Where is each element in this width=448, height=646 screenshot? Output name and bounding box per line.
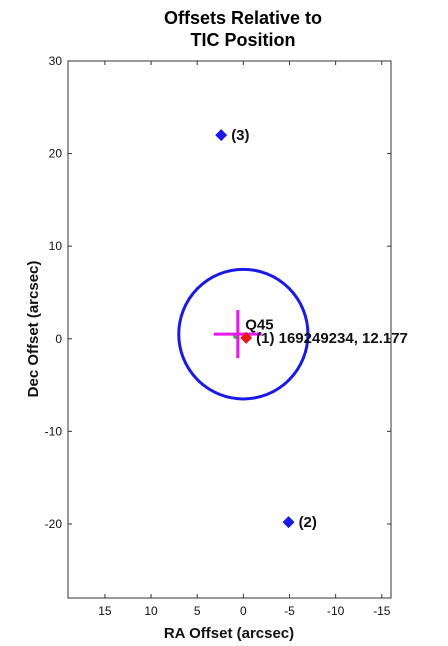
y-tick-label: -20 [45, 517, 63, 531]
x-axis-ticks: 15 10 5 0 -5 -10 -15 [98, 61, 391, 618]
y-tick-label: -10 [45, 424, 63, 438]
plot-area-frame [67, 60, 392, 599]
y-axis-label: Dec Offset (arcsec) [25, 261, 42, 398]
x-tick-label: -10 [327, 604, 345, 618]
x-tick-label: -15 [373, 604, 391, 618]
y-axis-ticks: 30 20 10 0 -10 -20 [45, 54, 391, 531]
x-axis-label: RA Offset (arcsec) [164, 625, 294, 642]
point-annotation: Q45 [245, 316, 273, 333]
star-label: (1) 169249234, 12.177 [256, 330, 408, 347]
error-circle [177, 267, 310, 401]
y-tick-label: 0 [55, 332, 62, 346]
star-marker [282, 516, 295, 529]
x-tick-label: 15 [98, 604, 112, 618]
x-tick-label: 0 [240, 604, 247, 618]
x-tick-label: -5 [284, 604, 295, 618]
chart-title-line-1: Offsets Relative to [164, 8, 322, 28]
star-label: (3) [231, 127, 249, 144]
y-tick-label: 20 [49, 147, 63, 161]
chart-title-line-2: TIC Position [191, 30, 296, 50]
star-label: (2) [299, 514, 317, 531]
x-tick-label: 10 [144, 604, 158, 618]
star-marker [215, 129, 228, 142]
y-tick-label: 30 [49, 54, 63, 68]
star-marker [240, 331, 253, 344]
y-tick-label: 10 [49, 239, 63, 253]
x-tick-label: 5 [194, 604, 201, 618]
